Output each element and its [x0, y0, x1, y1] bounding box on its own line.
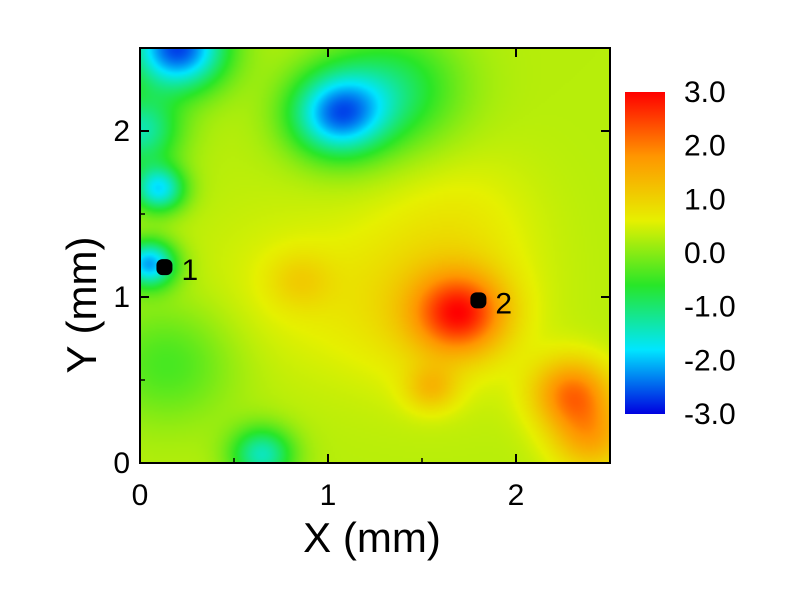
- colorbar-tick-label: -2.0: [684, 344, 736, 377]
- markers: 12: [156, 254, 512, 320]
- colorbar-tick-label: 0.0: [684, 237, 726, 270]
- colorbar-tick-label: 3.0: [684, 76, 726, 109]
- colorbar-tick-label: 1.0: [684, 183, 726, 216]
- colorbar-labels: 3.0 2.0 1.0 0.0 -1.0 -2.0 -3.0: [684, 76, 736, 431]
- x-tick-label: 2: [508, 479, 525, 512]
- x-axis-title: X (mm): [303, 514, 441, 561]
- y-tick-label: 2: [113, 115, 130, 148]
- marker-label: 2: [495, 287, 512, 320]
- x-tick-label: 1: [320, 479, 337, 512]
- colorbar-tick-label: -3.0: [684, 398, 736, 431]
- y-tick-label: 1: [113, 281, 130, 314]
- x-tick-label: 0: [132, 479, 149, 512]
- y-tick-label: 0: [113, 447, 130, 480]
- colorbar-tick-label: -1.0: [684, 291, 736, 324]
- marker-point: [156, 259, 173, 276]
- colorbar: [625, 92, 665, 414]
- colorbar-tick-label: 2.0: [684, 130, 726, 163]
- plot-frame: [139, 47, 611, 464]
- y-axis-title: Y (mm): [58, 237, 105, 374]
- marker-point: [470, 292, 487, 309]
- marker-label: 1: [181, 254, 198, 287]
- heatmap-surface: [140, 48, 610, 463]
